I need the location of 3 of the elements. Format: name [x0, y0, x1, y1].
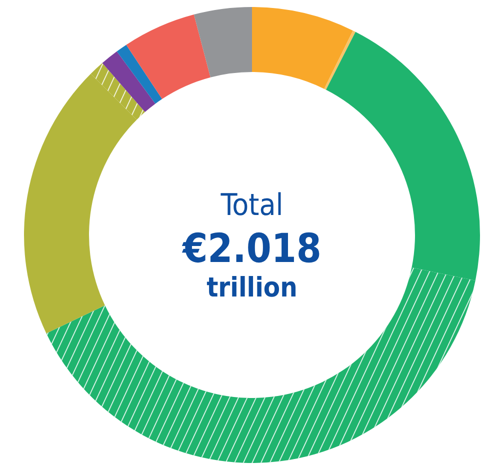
text: Total — [220, 188, 284, 224]
text: €2.018 — [182, 226, 322, 272]
text: trillion — [206, 272, 298, 304]
